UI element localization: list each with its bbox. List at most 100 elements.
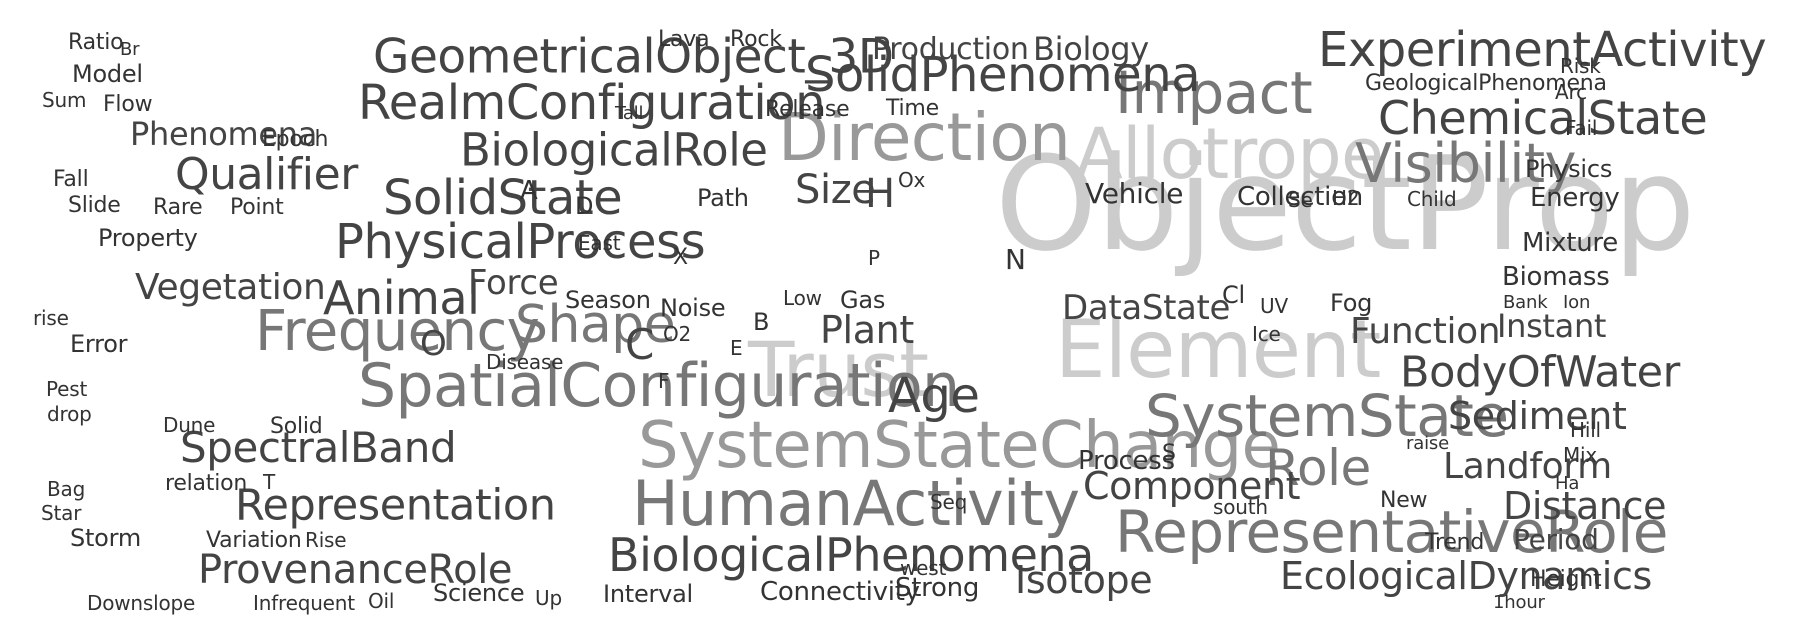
cloud-word: E [730,336,743,360]
cloud-word: Model [72,60,143,88]
cloud-word: GeometricalObject_3D [373,29,894,85]
cloud-word: Isotope [1015,558,1153,602]
cloud-word: New [1380,488,1428,513]
cloud-word: Element [1055,303,1381,396]
cloud-word: Star [41,501,82,525]
cloud-word: Br [120,39,140,60]
cloud-word: C [625,320,654,369]
cloud-word: Landform [1443,446,1612,487]
cloud-word: S [1162,441,1176,466]
cloud-word: T [263,470,276,494]
cloud-word: Function [1350,311,1501,352]
cloud-word: Science [433,579,525,607]
cloud-word: Flow [103,92,153,117]
cloud-word: SpectralBand [180,423,457,472]
cloud-word: Oil [368,589,395,613]
cloud-word: Biology [1033,30,1149,68]
cloud-word: SolidState [383,170,623,226]
cloud-word: Ox [898,168,926,192]
cloud-word: B [753,308,770,336]
cloud-word: Vegetation [135,267,326,308]
cloud-word: Disease [486,350,564,374]
cloud-word: Pest [46,377,88,401]
cloud-word: Strong [895,573,980,603]
cloud-word: Production [872,32,1029,67]
cloud-word: Low [783,286,822,310]
cloud-word: Fail [1565,116,1598,140]
cloud-word: Season [565,286,651,314]
cloud-word: Bag [47,477,86,501]
cloud-word: Direction [778,99,1071,176]
cloud-word: Biomass [1502,262,1610,292]
cloud-word: Rare [153,195,203,220]
cloud-word: Point [230,195,284,220]
cloud-word: Property [98,224,198,252]
cloud-word: south [1213,495,1268,519]
cloud-word: Frequency [255,299,540,364]
cloud-word: X [673,245,688,270]
cloud-word: rise [33,306,69,330]
cloud-word: Dune [163,413,216,437]
cloud-word: RealmConfiguration [358,75,826,131]
cloud-word: Storm [70,524,141,552]
cloud-word: Downslope [87,591,196,615]
cloud-word: Instant [1497,307,1607,345]
cloud-word: O [420,324,447,364]
cloud-word: Vehicle [1085,177,1184,210]
cloud-word: DataState [1062,288,1231,328]
cloud-word: Rock [730,27,782,52]
cloud-word: SystemState [1145,382,1509,450]
cloud-word: Sum [42,88,87,112]
cloud-word: Ha [1555,473,1580,494]
cloud-word: Plant [820,308,914,352]
cloud-word: Shape [515,295,676,355]
cloud-word: Energy [1530,183,1620,213]
cloud-word: Period [1513,523,1599,556]
cloud-word: Epoch [262,127,329,152]
cloud-word: East [578,231,621,255]
cloud-word: HumanActivity [632,467,1080,540]
cloud-word: P [868,246,880,270]
cloud-word: Component [1083,464,1301,508]
cloud-word: Path [697,184,749,212]
cloud-word: Noise [660,294,726,322]
cloud-word: Gas [840,286,886,314]
cloud-word: ExperimentActivity [1318,22,1767,78]
cloud-word: Collection [1237,182,1364,212]
cloud-word: 1hour [1493,592,1545,613]
cloud-word: O2 [663,322,692,346]
cloud-word: Error [70,330,128,358]
cloud-word: BiologicalRole [460,123,768,177]
cloud-word: ChemicalState [1378,91,1708,145]
cloud-word: ProvenanceRole [198,547,513,593]
cloud-word: Role [1265,439,1371,497]
cloud-word: SpatialConfiguration [358,351,960,421]
cloud-word: D [575,192,594,220]
cloud-word: Trust [748,325,929,414]
cloud-word: Release [765,97,850,122]
cloud-word: Risk [1560,54,1601,78]
cloud-word: Bank [1503,292,1548,313]
cloud-word: Up [535,586,562,610]
cloud-word: Ion [1563,292,1591,313]
cloud-word: Animal [323,271,480,325]
cloud-word: Height [1530,567,1602,592]
cloud-word: RepresentativeRole [1115,498,1668,566]
cloud-word: BodyOfWater [1400,347,1680,398]
cloud-word: Visibility [1355,132,1576,195]
cloud-word: drop [47,402,92,426]
cloud-word: Fog [1330,289,1373,317]
cloud-word: UV [1260,294,1288,318]
cloud-word: Child [1407,187,1457,211]
cloud-word: Ratio [68,30,124,55]
cloud-word: SystemStateChange [638,409,1281,483]
cloud-word: Sediment [1448,394,1627,438]
cloud-word: GeologicalPhenomena [1365,71,1607,96]
cloud-word: Physics [1525,155,1613,183]
cloud-word: Ice [1252,322,1281,346]
cloud-word: Size [795,167,876,213]
cloud-word: Age [888,368,980,424]
cloud-word: Interval [603,580,693,608]
cloud-word: Arc [1555,80,1587,104]
